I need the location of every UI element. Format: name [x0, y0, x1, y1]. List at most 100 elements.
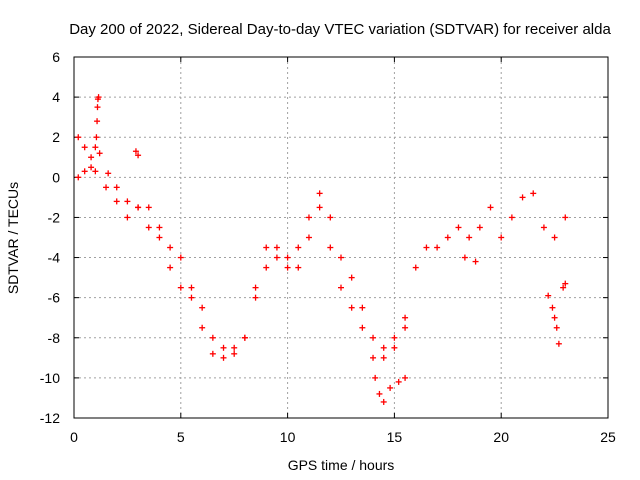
y-tick-label: -2	[48, 209, 61, 225]
data-point	[252, 284, 259, 291]
data-point	[540, 224, 547, 231]
data-point	[92, 168, 99, 175]
y-tick-label: -10	[40, 370, 60, 386]
data-point	[372, 374, 379, 381]
data-point	[209, 334, 216, 341]
data-point	[348, 304, 355, 311]
data-point	[391, 344, 398, 351]
x-tick-label: 0	[70, 429, 78, 445]
y-tick-label: 6	[52, 49, 60, 65]
data-point	[555, 340, 562, 347]
data-point	[231, 350, 238, 357]
data-point	[177, 284, 184, 291]
data-point	[199, 324, 206, 331]
data-point	[220, 354, 227, 361]
data-point	[105, 170, 112, 177]
data-point	[359, 324, 366, 331]
data-point	[412, 264, 419, 271]
data-point	[132, 148, 139, 155]
data-point	[434, 244, 441, 251]
data-point	[348, 274, 355, 281]
data-point	[402, 314, 409, 321]
data-point	[273, 254, 280, 261]
data-point	[305, 234, 312, 241]
plot-frame	[73, 56, 609, 419]
data-point	[476, 224, 483, 231]
data-point	[530, 190, 537, 197]
data-point	[263, 244, 270, 251]
data-point	[284, 264, 291, 271]
data-point	[391, 334, 398, 341]
x-tick-label: 10	[280, 429, 296, 445]
data-point	[113, 184, 120, 191]
data-point	[395, 378, 402, 385]
data-point	[338, 284, 344, 291]
data-point	[93, 134, 100, 141]
data-point	[273, 244, 280, 251]
data-point	[156, 234, 163, 241]
data-point	[498, 234, 505, 241]
data-point	[92, 144, 99, 151]
x-tick-label: 15	[387, 429, 403, 445]
data-point	[553, 324, 560, 331]
data-point	[94, 104, 101, 111]
data-point	[560, 284, 567, 291]
data-point	[145, 224, 152, 231]
data-point	[380, 398, 387, 405]
data-point	[220, 344, 227, 351]
data-point	[551, 234, 558, 241]
data-point	[327, 244, 334, 251]
data-point	[124, 198, 131, 205]
data-point	[156, 224, 163, 231]
x-tick-label: 20	[493, 429, 509, 445]
data-point	[103, 184, 110, 191]
data-point	[487, 204, 494, 211]
data-point	[252, 294, 259, 301]
data-point	[423, 244, 430, 251]
data-point	[380, 344, 387, 351]
data-point	[177, 254, 184, 261]
data-point	[124, 214, 131, 221]
data-point	[295, 244, 302, 251]
data-point	[231, 344, 238, 351]
data-point	[380, 354, 387, 361]
data-point	[241, 334, 248, 341]
data-point	[88, 154, 95, 161]
chart-title: Day 200 of 2022, Sidereal Day-to-day VTE…	[69, 21, 611, 38]
data-point	[562, 280, 569, 287]
data-point	[545, 292, 552, 299]
data-point	[96, 150, 103, 157]
data-point	[75, 174, 82, 181]
x-axis-label: GPS time / hours	[288, 457, 395, 473]
y-tick-label: -12	[40, 410, 60, 426]
data-point	[508, 214, 515, 221]
x-tick-label: 5	[177, 429, 185, 445]
data-point	[263, 264, 270, 271]
y-axis-label: SDTVAR / TECUs	[5, 182, 21, 294]
data-point	[387, 384, 394, 391]
y-tick-label: 0	[52, 169, 60, 185]
data-point	[466, 234, 473, 241]
data-point	[188, 294, 195, 301]
data-point	[455, 224, 462, 231]
data-point	[402, 324, 409, 331]
data-point	[461, 254, 468, 261]
x-tick-label: 25	[600, 429, 616, 445]
data-point	[145, 204, 152, 211]
y-tick-label: -6	[48, 290, 61, 306]
data-point	[305, 214, 312, 221]
data-point	[88, 164, 95, 171]
data-point	[402, 374, 409, 381]
data-point	[549, 304, 556, 311]
data-points	[75, 94, 569, 405]
y-tick-label: -4	[48, 250, 61, 266]
data-point	[370, 354, 377, 361]
data-point	[444, 234, 451, 241]
data-point	[113, 198, 120, 205]
data-point	[551, 314, 558, 321]
data-point	[472, 258, 479, 265]
data-point	[359, 304, 366, 311]
data-point	[75, 134, 82, 141]
